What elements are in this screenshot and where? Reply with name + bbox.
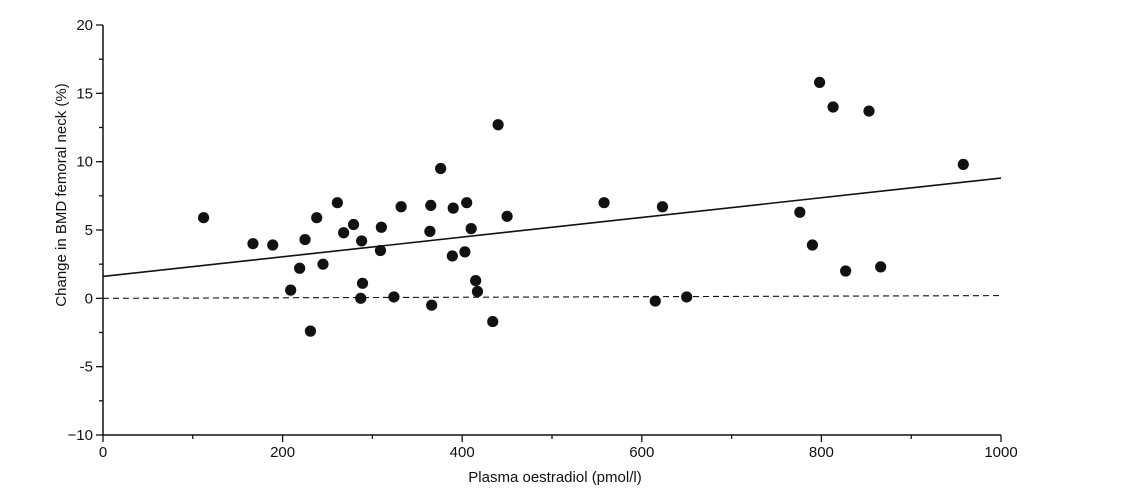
data-point [294, 262, 306, 274]
y-tick-label: 15 [76, 85, 93, 102]
reference-line [102, 295, 1002, 299]
data-point [794, 206, 806, 218]
y-tick-label: −10 [68, 427, 93, 444]
data-point [447, 202, 459, 214]
data-point [806, 239, 819, 251]
regression-line [102, 177, 1002, 278]
data-point [465, 223, 477, 235]
data-point [459, 246, 471, 258]
x-tick-label: 400 [450, 444, 475, 461]
x-tick-label: 1000 [984, 444, 1017, 461]
data-point [356, 277, 369, 289]
data-point [461, 197, 473, 209]
y-axis-label: Change in BMD femoral neck (%) [53, 83, 70, 306]
x-tick-label: 800 [809, 444, 834, 461]
data-point [681, 291, 693, 303]
data-point [311, 212, 323, 224]
data-point [338, 227, 350, 239]
data-point [247, 238, 259, 250]
data-point [331, 197, 343, 209]
data-point [446, 250, 458, 262]
axes [96, 24, 1002, 442]
trend-lines [102, 177, 1002, 299]
data-point [435, 162, 447, 175]
data-point [375, 221, 387, 233]
data-point [197, 212, 210, 224]
data-point [267, 239, 279, 251]
data-point [840, 265, 852, 277]
data-point [487, 315, 499, 328]
data-point [304, 325, 317, 337]
data-points [197, 76, 969, 337]
data-point [424, 225, 436, 237]
data-point [299, 233, 311, 246]
y-tick-label: 5 [85, 222, 93, 239]
data-point [470, 274, 482, 287]
data-point [598, 197, 610, 209]
y-tick-label: -5 [80, 359, 93, 376]
data-point [492, 119, 504, 131]
data-point [957, 158, 969, 170]
data-point [425, 199, 437, 211]
x-tick-label: 600 [629, 444, 654, 461]
y-tick-label: 0 [85, 290, 93, 307]
x-tick-label: 200 [270, 444, 295, 461]
x-axis-label: Plasma oestradiol (pmol/l) [468, 469, 641, 486]
data-point [395, 201, 407, 213]
data-point [471, 285, 484, 298]
data-point [426, 299, 438, 311]
y-tick-label: 20 [76, 17, 93, 34]
data-point [827, 101, 839, 113]
x-tick-label: 0 [99, 444, 107, 461]
data-point [649, 295, 661, 307]
data-point [875, 261, 887, 273]
data-point [388, 291, 400, 303]
data-point [356, 235, 368, 247]
y-tick-label: 10 [76, 154, 93, 171]
data-point [863, 105, 875, 117]
data-point [501, 210, 513, 222]
data-point [317, 258, 329, 270]
data-point [355, 292, 367, 304]
data-point [347, 218, 360, 231]
data-point [285, 284, 297, 296]
data-point [374, 244, 387, 257]
data-point [814, 76, 826, 88]
data-point [656, 201, 669, 213]
